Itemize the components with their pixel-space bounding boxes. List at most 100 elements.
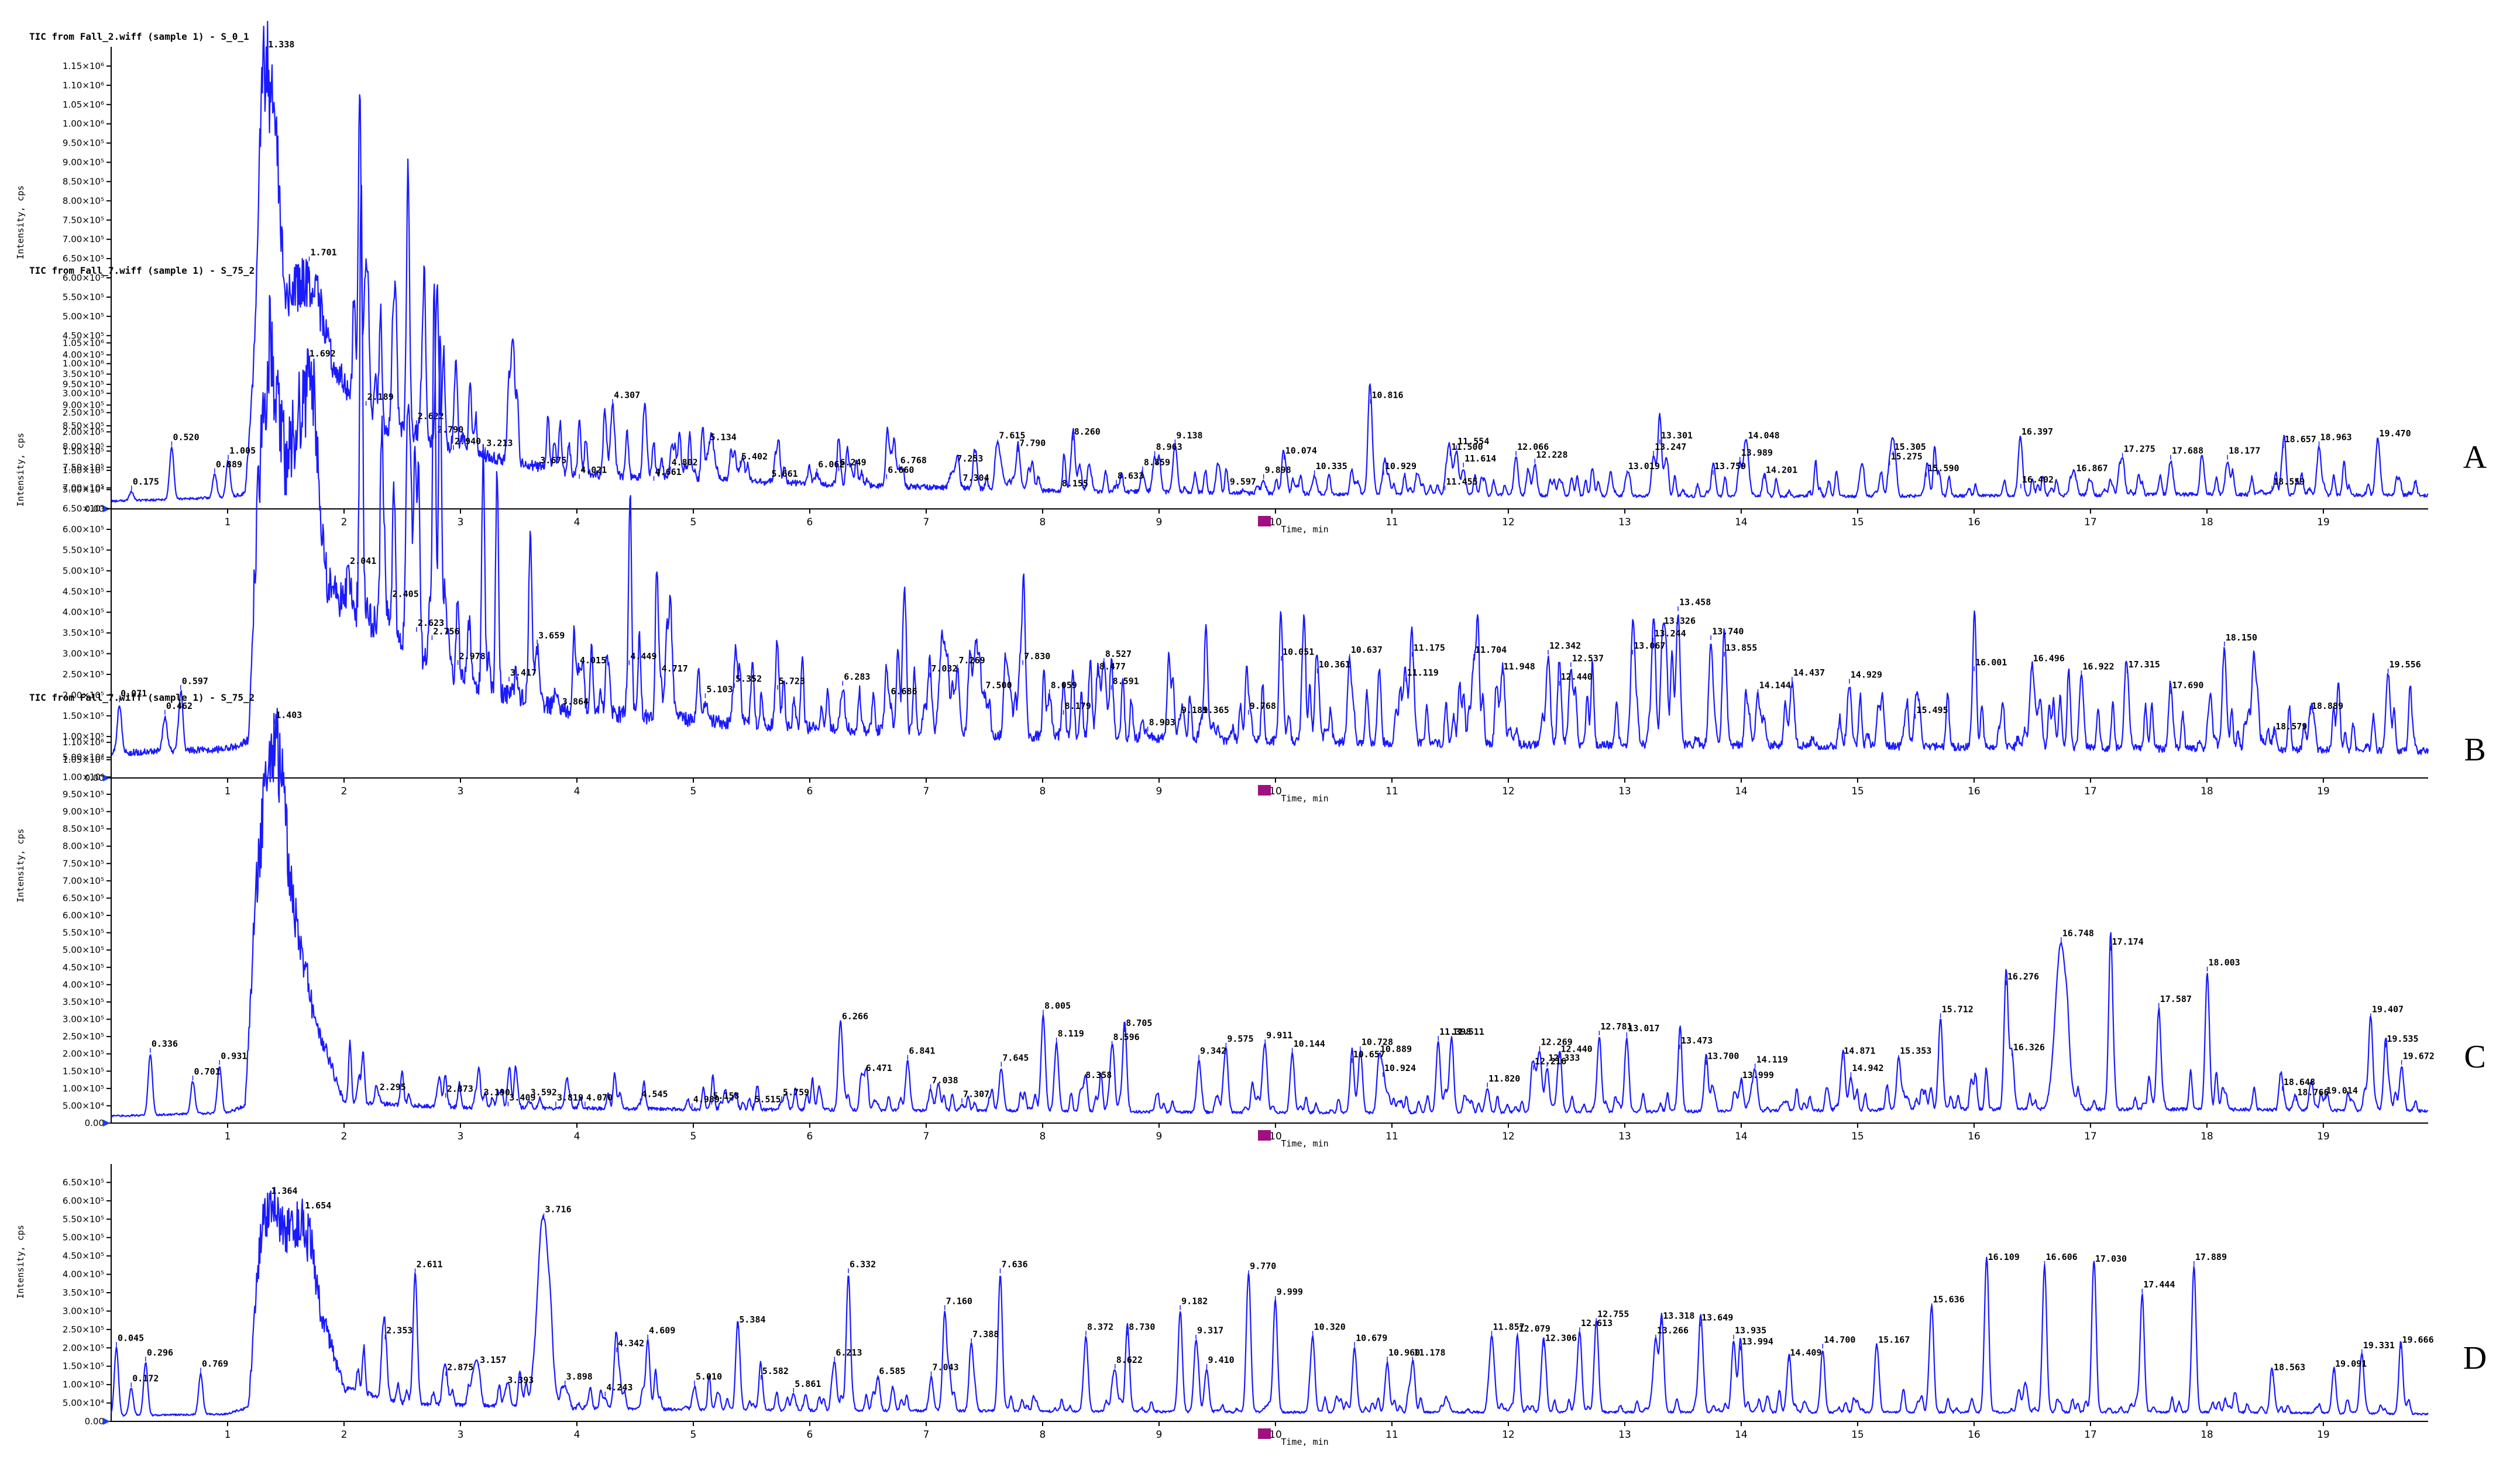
peak-label: 3.864 — [562, 697, 589, 707]
y-tick-label: 3.50×10⁵ — [63, 628, 104, 638]
peak-label: 10.816 — [1371, 390, 1403, 400]
peak-label: 0.520 — [173, 432, 199, 443]
peak-label: 9.575 — [1227, 1034, 1253, 1044]
x-tick-label: 12 — [1502, 786, 1515, 797]
peak-label: 19.672 — [2403, 1051, 2435, 1061]
peak-label: 13.700 — [1707, 1051, 1739, 1061]
peak-label: 2.978 — [459, 651, 486, 662]
x-tick-label: 16 — [1968, 786, 1981, 797]
y-tick-label: 7.00×10⁵ — [63, 234, 104, 245]
peak-label: 15.495 — [1916, 705, 1948, 715]
peak-label: 3.716 — [545, 1204, 571, 1214]
peak-label: 14.700 — [1824, 1334, 1855, 1345]
x-tick-label: 17 — [2084, 516, 2097, 528]
x-tick-label: 17 — [2084, 786, 2097, 797]
peak-label: 10.929 — [1385, 461, 1417, 471]
x-tick-label: 7 — [923, 1131, 930, 1142]
peak-label: 8.155 — [1062, 478, 1088, 489]
peak-label: 2.295 — [380, 1082, 406, 1093]
peak-label: 11.178 — [1414, 1347, 1445, 1358]
peak-label: 1.701 — [310, 247, 336, 258]
peak-label: 17.889 — [2195, 1252, 2227, 1262]
peak-label: 12.269 — [1541, 1037, 1572, 1048]
y-tick-label: 3.50×10⁵ — [63, 369, 104, 380]
peak-label: 0.769 — [202, 1358, 228, 1369]
peak-label: 9.365 — [1203, 705, 1229, 715]
x-tick-label: 4 — [574, 1429, 580, 1441]
x-tick-label: 7 — [923, 516, 930, 528]
y-tick-label: 4.00×10⁵ — [63, 607, 104, 618]
y-tick-label: 1.00×10⁶ — [63, 359, 104, 369]
peak-label: 16.397 — [2021, 426, 2053, 437]
y-tick-label: 6.00×10⁵ — [63, 273, 104, 283]
x-tick-label: 13 — [1618, 1131, 1631, 1142]
y-tick-label: 0.00 — [85, 1416, 104, 1427]
peak-label: 15.636 — [1933, 1294, 1964, 1304]
peak-label: 8.633 — [1118, 471, 1144, 481]
peak-label: 14.437 — [1793, 667, 1825, 678]
baseline-arrow-icon — [103, 774, 110, 781]
x-tick-label: 1 — [225, 516, 231, 528]
y-tick-label: 8.00×10⁵ — [63, 441, 104, 452]
y-tick-label: 1.00×10⁵ — [63, 1083, 104, 1094]
peak-label: 19.331 — [2363, 1340, 2395, 1351]
y-tick-label: 6.00×10⁵ — [63, 910, 104, 921]
peak-label: 19.091 — [2335, 1358, 2367, 1369]
peak-label: 11.455 — [1446, 476, 1477, 487]
peak-label: 4.307 — [614, 390, 640, 400]
y-tick-label: 3.00×10⁵ — [63, 649, 104, 659]
x-tick-label: 14 — [1735, 516, 1748, 528]
y-tick-label: 1.50×10⁵ — [63, 1361, 104, 1372]
peak-label: 2.790 — [437, 425, 463, 435]
panel-letter: B — [2464, 732, 2485, 768]
peak-label: 4.661 — [655, 467, 682, 477]
peak-label: 3.190 — [484, 1087, 510, 1098]
peak-label: 11.119 — [1407, 667, 1439, 678]
peak-label: 5.402 — [741, 452, 768, 462]
peak-label: 2.405 — [393, 589, 419, 600]
peak-label: 1.364 — [271, 1186, 297, 1196]
peak-label: 17.275 — [2124, 443, 2155, 454]
peak-label: 10.637 — [1351, 645, 1383, 655]
peak-label: 14.871 — [1844, 1046, 1875, 1056]
peak-label: 0.045 — [118, 1332, 144, 1343]
peak-label: 15.305 — [1895, 442, 1926, 452]
peak-label: 11.948 — [1504, 661, 1535, 672]
peak-label: 3.157 — [480, 1355, 506, 1365]
x-tick-label: 10 — [1269, 1429, 1282, 1441]
y-tick-label: 8.50×10⁵ — [63, 176, 104, 187]
x-tick-label: 9 — [1156, 1131, 1163, 1142]
x-tick-label: 4 — [574, 516, 580, 528]
y-tick-label: 9.00×10⁵ — [63, 807, 104, 817]
y-tick-label: 7.00×10⁵ — [63, 876, 104, 886]
time-cursor-icon — [1258, 1428, 1271, 1439]
peak-label: 14.201 — [1766, 465, 1797, 476]
y-axis-title: Intensity, cps — [15, 433, 26, 507]
peak-label: 10.361 — [1319, 659, 1350, 670]
peak-label: 10.657 — [1353, 1049, 1385, 1059]
peak-label: 12.306 — [1545, 1332, 1577, 1343]
y-tick-label: 1.50×10⁵ — [63, 446, 104, 456]
y-tick-label: 4.50×10⁵ — [63, 330, 104, 341]
panel-letter: C — [2464, 1039, 2485, 1075]
peak-label: 13.994 — [1742, 1337, 1773, 1347]
peak-label: 16.606 — [2046, 1252, 2078, 1262]
y-tick-label: 1.10×10⁶ — [63, 80, 104, 91]
peak-label: 11.511 — [1453, 1027, 1484, 1037]
y-tick-label: 4.00×10⁵ — [63, 1269, 104, 1280]
peak-label: 1.692 — [310, 349, 336, 359]
x-tick-label: 16 — [1968, 1131, 1981, 1142]
peak-label: 18.963 — [2320, 432, 2352, 443]
peak-label: 5.384 — [739, 1314, 765, 1325]
peak-label: 11.500 — [1451, 442, 1483, 452]
peak-label: 6.686 — [891, 686, 917, 697]
peak-label: 16.109 — [1988, 1252, 2020, 1262]
y-tick-label: 1.00×10⁶ — [63, 772, 104, 782]
peak-label: 19.556 — [2390, 659, 2421, 670]
x-tick-label: 10 — [1269, 516, 1282, 528]
peak-label: 19.470 — [2379, 428, 2411, 439]
peak-label: 11.554 — [1457, 436, 1489, 446]
x-tick-label: 15 — [1851, 516, 1864, 528]
y-tick-label: 5.50×10⁵ — [63, 545, 104, 555]
peak-label: 13.759 — [1714, 461, 1746, 471]
